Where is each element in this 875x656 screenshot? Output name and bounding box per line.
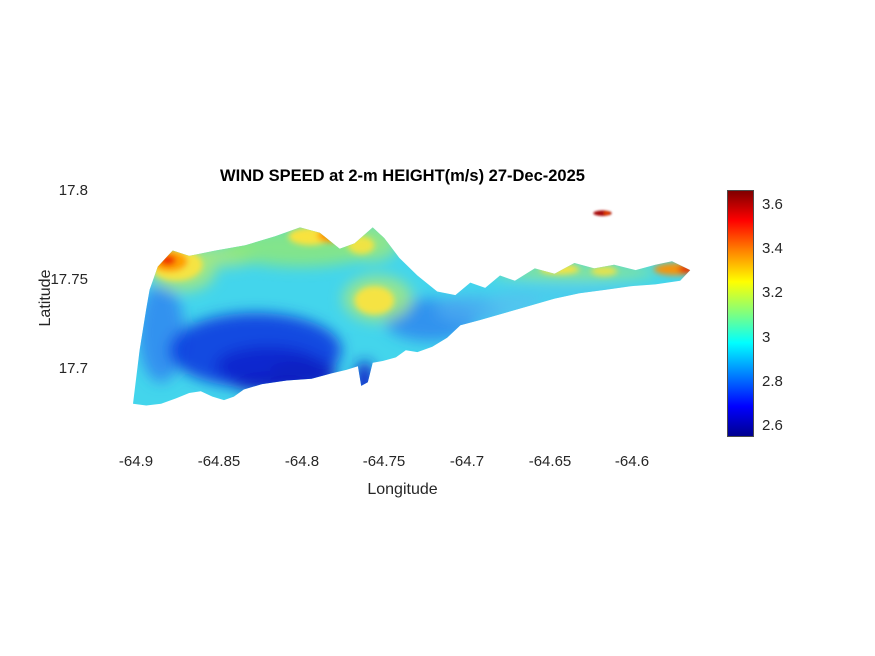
chart-title: WIND SPEED at 2-m HEIGHT(m/s) 27-Dec-202… [220, 167, 585, 185]
x-tick-label: -64.65 [528, 453, 572, 470]
x-tick-label: -64.8 [284, 453, 320, 470]
x-tick-label: -64.85 [197, 453, 241, 470]
colorbar-tick-label: 2.6 [762, 416, 783, 434]
y-tick-label: 17.8 [58, 182, 88, 199]
x-tick-label: -64.9 [118, 453, 154, 470]
colorbar-tick-label: 3 [762, 328, 771, 346]
x-tick-label: -64.7 [449, 453, 485, 470]
colorbar-gradient [728, 191, 753, 436]
offshore-islet [593, 210, 612, 216]
colorbar-tick-label: 3.4 [762, 240, 783, 258]
y-tick-label: 17.75 [50, 271, 88, 288]
x-axis-label: Longitude [367, 481, 438, 498]
colorbar-tick-label: 2.8 [762, 372, 783, 390]
colorbar-ticks: 3.6 3.4 3.2 3 2.8 2.6 [762, 197, 807, 434]
y-tick-label: 17.7 [58, 360, 88, 377]
x-tick-label: -64.75 [362, 453, 406, 470]
colorbar-tick-label: 3.6 [762, 196, 783, 213]
colorbar-tick-label: 3.2 [762, 284, 783, 302]
x-tick-label: -64.6 [614, 453, 650, 470]
colorbar [727, 190, 754, 437]
